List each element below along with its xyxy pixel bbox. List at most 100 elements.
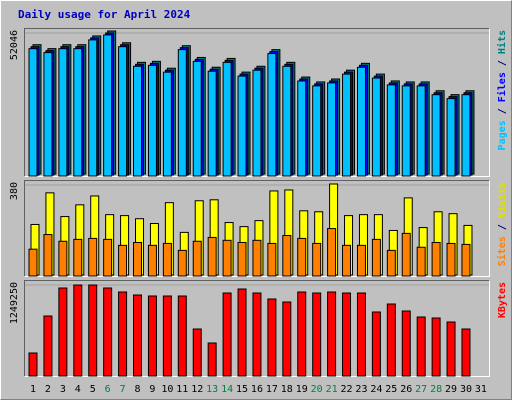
bar <box>133 294 143 377</box>
bar <box>162 242 172 277</box>
bar <box>177 295 187 377</box>
bar <box>222 239 232 277</box>
bar <box>237 241 247 277</box>
bar <box>312 292 322 377</box>
bar <box>73 284 83 377</box>
bar <box>28 48 38 177</box>
x-tick-label: 2 <box>45 384 51 395</box>
legend-entry: Sites <box>496 236 508 266</box>
x-tick-label: 17 <box>266 384 278 395</box>
bar <box>327 228 337 277</box>
bar <box>133 65 143 177</box>
x-tick-label: 13 <box>206 384 218 395</box>
bar <box>43 315 53 377</box>
x-tick-label: 26 <box>400 384 412 395</box>
legend-entry: Pages <box>497 120 508 150</box>
bar <box>133 241 143 277</box>
legend-entry: Visits <box>496 182 508 218</box>
bar <box>431 317 441 377</box>
bar <box>147 295 157 377</box>
bar <box>282 65 292 177</box>
x-tick-label: 5 <box>90 384 96 395</box>
bar <box>446 98 456 177</box>
bar <box>73 238 83 277</box>
x-tick-label: 16 <box>251 384 263 395</box>
bar <box>237 75 247 177</box>
bar <box>147 64 157 177</box>
bar <box>431 94 441 177</box>
bar <box>43 234 53 277</box>
bar <box>103 287 113 377</box>
bar <box>207 342 217 377</box>
legend: KBytes <box>497 282 508 318</box>
bar <box>416 316 426 377</box>
bar <box>58 287 68 377</box>
y-tick-label: 380 <box>9 182 20 200</box>
bar <box>446 242 456 277</box>
bar <box>401 85 411 177</box>
x-tick-label: 20 <box>311 384 323 395</box>
x-tick-label: 23 <box>355 384 367 395</box>
x-tick-label: 3 <box>60 384 66 395</box>
bar <box>386 249 396 277</box>
x-tick-label: 25 <box>385 384 397 395</box>
panel-light-edge <box>24 180 490 277</box>
bar <box>312 242 322 277</box>
bar <box>118 244 128 277</box>
x-tick-label: 9 <box>149 384 155 395</box>
bar <box>103 34 113 177</box>
legend-separator: / <box>497 102 508 120</box>
bar <box>356 66 366 177</box>
x-tick-label: 24 <box>370 384 382 395</box>
bar <box>371 238 381 277</box>
bar <box>177 249 187 277</box>
bar <box>88 39 98 177</box>
bar <box>192 240 202 277</box>
legend-entry: KBytes <box>497 282 508 318</box>
bar <box>267 298 277 377</box>
x-tick-label: 28 <box>430 384 442 395</box>
bar <box>297 237 307 277</box>
legend-entry: Files <box>496 72 508 102</box>
x-tick-label: 8 <box>134 384 140 395</box>
bar <box>401 232 411 277</box>
x-tick-label: 18 <box>281 384 293 395</box>
bar <box>386 303 396 377</box>
bar <box>162 71 172 177</box>
bar <box>267 53 277 177</box>
x-tick-label: 27 <box>415 384 427 395</box>
bar <box>446 321 456 377</box>
bar <box>252 292 262 377</box>
x-tick-label: 12 <box>191 384 203 395</box>
bar <box>252 69 262 177</box>
bar <box>461 94 471 177</box>
bar <box>282 235 292 277</box>
bar <box>58 240 68 277</box>
bar <box>28 248 38 277</box>
x-tick-label: 22 <box>341 384 353 395</box>
bar <box>312 85 322 177</box>
bar <box>207 236 217 277</box>
x-tick-label: 14 <box>221 384 233 395</box>
bar <box>461 328 471 377</box>
bar <box>118 291 128 377</box>
bar <box>192 328 202 377</box>
bar <box>356 292 366 377</box>
panel-dark-edge <box>24 280 490 377</box>
x-tick-label: 19 <box>296 384 308 395</box>
x-tick-label: 31 <box>475 384 487 395</box>
bar <box>88 284 98 377</box>
x-tick-label: 29 <box>445 384 457 395</box>
bar <box>103 238 113 277</box>
bar <box>342 244 352 277</box>
bar <box>237 288 247 377</box>
bar <box>327 291 337 377</box>
panel-dark-edge <box>24 180 490 277</box>
legend-entry: Hits <box>496 30 508 54</box>
legend-separator: / <box>497 218 508 236</box>
panel-dark-edge <box>24 28 490 177</box>
bar <box>297 291 307 377</box>
legend: Sites / Visits <box>496 182 508 266</box>
